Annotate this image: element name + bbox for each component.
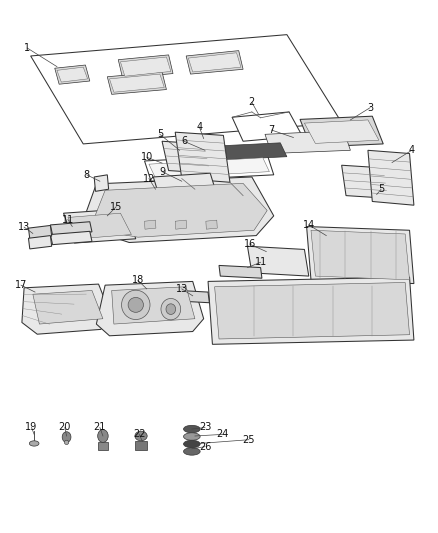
- Text: 10: 10: [141, 152, 153, 162]
- Ellipse shape: [161, 298, 180, 320]
- Polygon shape: [215, 282, 410, 339]
- Polygon shape: [81, 177, 274, 243]
- Text: 5: 5: [378, 184, 384, 194]
- Text: 26: 26: [199, 442, 211, 451]
- Polygon shape: [98, 442, 108, 450]
- Polygon shape: [28, 225, 52, 239]
- Text: 17: 17: [15, 280, 27, 290]
- Polygon shape: [145, 155, 274, 181]
- Text: 8: 8: [84, 170, 90, 180]
- Polygon shape: [118, 55, 173, 78]
- Polygon shape: [33, 290, 103, 324]
- Ellipse shape: [29, 441, 39, 446]
- Text: 15: 15: [110, 202, 122, 212]
- Polygon shape: [153, 173, 217, 198]
- Text: 9: 9: [159, 167, 165, 176]
- Ellipse shape: [98, 430, 108, 442]
- Polygon shape: [107, 72, 166, 94]
- Polygon shape: [28, 236, 52, 249]
- Polygon shape: [219, 265, 262, 278]
- Text: 22: 22: [133, 430, 145, 439]
- Polygon shape: [368, 150, 414, 205]
- Ellipse shape: [121, 290, 150, 320]
- Polygon shape: [173, 143, 287, 162]
- Text: 25: 25: [243, 435, 255, 445]
- Ellipse shape: [128, 297, 143, 312]
- Polygon shape: [188, 53, 241, 72]
- Polygon shape: [22, 284, 112, 334]
- Polygon shape: [90, 183, 267, 237]
- Text: 14: 14: [303, 220, 315, 230]
- Text: 21: 21: [94, 423, 106, 432]
- Polygon shape: [342, 165, 388, 198]
- Polygon shape: [112, 287, 195, 324]
- Polygon shape: [110, 74, 164, 92]
- Ellipse shape: [135, 431, 147, 441]
- Ellipse shape: [184, 440, 200, 448]
- Text: 12: 12: [143, 174, 155, 183]
- Text: 19: 19: [25, 423, 38, 432]
- Ellipse shape: [64, 440, 69, 445]
- Polygon shape: [175, 220, 187, 229]
- Text: 5: 5: [157, 130, 163, 139]
- Polygon shape: [64, 209, 136, 243]
- Polygon shape: [180, 290, 209, 303]
- Polygon shape: [208, 277, 414, 344]
- Text: 2: 2: [249, 98, 255, 107]
- Text: 11: 11: [62, 215, 74, 224]
- Ellipse shape: [184, 425, 200, 433]
- Text: 1: 1: [24, 43, 30, 53]
- Text: 13: 13: [18, 222, 30, 232]
- Polygon shape: [55, 65, 90, 84]
- Polygon shape: [175, 132, 230, 182]
- Polygon shape: [57, 67, 88, 82]
- Text: 18: 18: [132, 276, 144, 285]
- Polygon shape: [247, 246, 309, 276]
- Polygon shape: [135, 441, 147, 450]
- Ellipse shape: [184, 433, 200, 440]
- Text: 20: 20: [59, 423, 71, 432]
- Polygon shape: [232, 112, 302, 141]
- Polygon shape: [145, 220, 156, 229]
- Text: 23: 23: [199, 423, 211, 432]
- Text: 24: 24: [216, 430, 229, 439]
- Text: 16: 16: [244, 239, 256, 249]
- Polygon shape: [311, 230, 410, 280]
- Text: 3: 3: [367, 103, 373, 112]
- Text: 13: 13: [176, 284, 188, 294]
- Polygon shape: [96, 281, 204, 336]
- Ellipse shape: [62, 432, 71, 442]
- Text: 11: 11: [254, 257, 267, 267]
- Polygon shape: [206, 220, 217, 229]
- Polygon shape: [300, 116, 383, 147]
- Polygon shape: [50, 222, 92, 235]
- Polygon shape: [120, 57, 171, 76]
- Polygon shape: [94, 175, 109, 191]
- Polygon shape: [162, 141, 210, 173]
- Text: 7: 7: [268, 125, 275, 135]
- Polygon shape: [265, 131, 350, 154]
- Ellipse shape: [166, 304, 176, 314]
- Polygon shape: [50, 231, 92, 245]
- Polygon shape: [186, 51, 243, 74]
- Polygon shape: [307, 227, 414, 284]
- Polygon shape: [31, 35, 342, 144]
- Ellipse shape: [184, 448, 200, 455]
- Polygon shape: [304, 120, 379, 143]
- Text: 4: 4: [196, 122, 202, 132]
- Text: 6: 6: [181, 136, 187, 146]
- Polygon shape: [68, 213, 131, 239]
- Text: 4: 4: [409, 146, 415, 155]
- Polygon shape: [149, 158, 269, 178]
